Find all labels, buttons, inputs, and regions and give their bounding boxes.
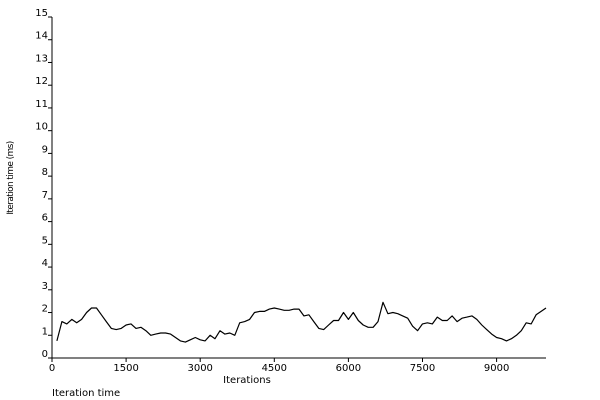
y-tick-label: 8 <box>42 167 48 178</box>
x-tick-label: 7500 <box>410 363 435 374</box>
y-axis-label: Iteration time (ms) <box>6 141 16 214</box>
y-tick-label: 5 <box>42 235 48 246</box>
y-tick-label: 2 <box>42 304 48 315</box>
y-tick-label: 1 <box>42 326 48 337</box>
y-tick-label: 4 <box>42 258 48 269</box>
series-group <box>56 301 547 343</box>
x-tick-label: 1500 <box>113 363 138 374</box>
chart-caption: Iteration time <box>52 388 121 399</box>
y-tick-label: 14 <box>35 31 48 42</box>
series-line <box>56 301 547 343</box>
y-tick-label: 7 <box>42 190 48 201</box>
x-axis-ticks: 0 1500 3000 4500 6000 7500 9000 <box>49 358 509 374</box>
x-tick-label: 0 <box>49 363 55 374</box>
x-tick-label: 3000 <box>187 363 212 374</box>
y-tick-label: 0 <box>42 349 48 360</box>
x-tick-label: 6000 <box>336 363 361 374</box>
y-tick-label: 13 <box>35 53 48 64</box>
y-tick-label: 12 <box>35 76 48 87</box>
y-tick-label: 15 <box>35 8 48 19</box>
y-tick-label: 11 <box>35 99 48 110</box>
y-tick-label: 10 <box>35 122 48 133</box>
x-tick-label: 4500 <box>262 363 287 374</box>
y-tick-label: 6 <box>42 213 48 224</box>
y-tick-label: 3 <box>42 281 48 292</box>
y-tick-label: 9 <box>42 144 48 155</box>
axes <box>51 17 546 359</box>
x-axis-label: Iterations <box>223 375 271 386</box>
x-tick-label: 9000 <box>484 363 509 374</box>
